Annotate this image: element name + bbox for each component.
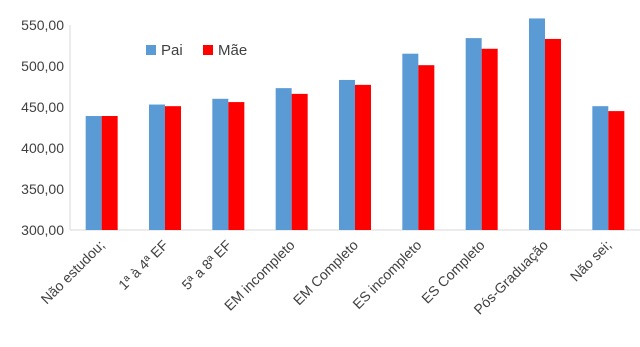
bar-pai (529, 18, 545, 230)
bar-pai (149, 104, 165, 230)
x-category-label: Não sei; (567, 237, 615, 285)
y-tick-label: 350,00 (21, 181, 64, 197)
legend-label: Mãe (218, 42, 247, 59)
bar-mae (228, 102, 245, 230)
bar-mae (165, 106, 181, 230)
bar-mae (291, 93, 308, 230)
y-axis-ticks: 300,00 350,00 400,00 450,00 500,00 550,00 (21, 17, 64, 238)
bar-pai (402, 53, 419, 231)
bar-mae (481, 48, 498, 230)
y-tick-label: 550,00 (21, 17, 64, 33)
bar-pai (465, 38, 482, 231)
x-category-label: ES Completo (418, 237, 488, 307)
y-tick-label: 500,00 (21, 58, 64, 74)
x-category-label: EM Completo (290, 237, 361, 308)
bar-mae (418, 65, 435, 231)
bars (85, 18, 625, 231)
y-tick-label: 450,00 (21, 99, 64, 115)
bar-pai (275, 88, 292, 230)
bar-mae (608, 111, 625, 230)
y-tick-label: 400,00 (21, 140, 64, 156)
x-category-label: 1ª à 4ª EF (115, 237, 171, 293)
bar-pai (592, 106, 609, 230)
legend-swatch (203, 45, 213, 55)
bar-mae (101, 116, 118, 230)
bar-mae (545, 38, 561, 230)
legend-swatch (146, 45, 156, 55)
x-category-label: Não estudou; (38, 237, 108, 307)
y-tick-label: 300,00 (21, 222, 64, 238)
legend: Pai Mãe (146, 42, 247, 59)
bar-pai (212, 98, 229, 230)
bar-pai (339, 79, 355, 230)
bar-pai (85, 116, 102, 230)
x-category-label: 5ª a 8ª EF (178, 237, 234, 293)
legend-label: Pai (161, 42, 183, 59)
bar-mae (355, 84, 371, 230)
